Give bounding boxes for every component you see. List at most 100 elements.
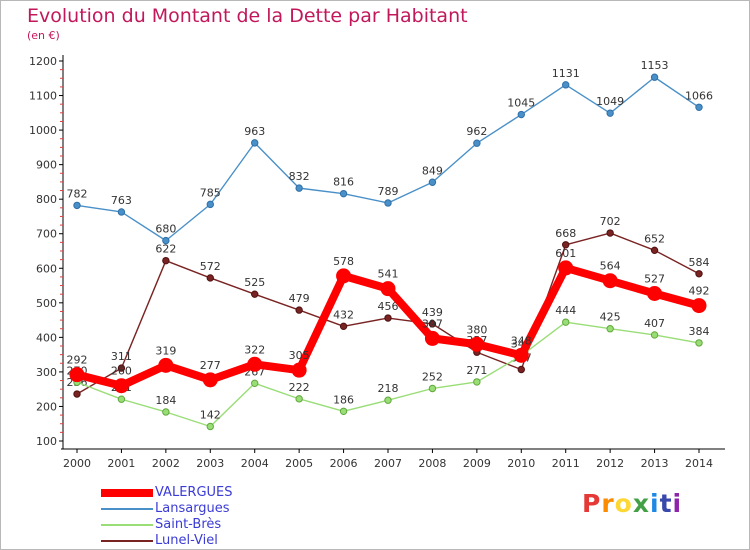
data-point [113, 378, 129, 394]
data-label: 782 [67, 187, 88, 200]
data-label: 456 [378, 300, 399, 313]
data-point [606, 109, 614, 117]
data-point [650, 73, 659, 81]
data-label: 479 [289, 292, 310, 305]
data-label: 601 [555, 247, 576, 260]
data-label: 492 [689, 285, 710, 298]
y-tick-label: 700 [36, 228, 57, 241]
data-point [162, 408, 170, 416]
data-point [202, 372, 218, 388]
data-point [647, 285, 663, 301]
y-tick-label: 300 [36, 366, 57, 379]
data-label: 1131 [552, 67, 580, 80]
data-point [428, 178, 437, 186]
data-label: 222 [289, 381, 310, 394]
x-tick-label: 2001 [107, 457, 135, 470]
data-point [517, 365, 525, 374]
data-point [562, 81, 570, 89]
data-label: 668 [555, 227, 576, 240]
data-point [428, 384, 437, 393]
data-label: 397 [422, 317, 443, 330]
data-label: 305 [289, 349, 310, 362]
y-tick-label: 900 [36, 159, 57, 172]
data-point [384, 314, 392, 322]
data-point [473, 139, 481, 147]
data-label: 348 [511, 334, 532, 347]
logo-letter: i [672, 489, 683, 518]
data-point [251, 139, 259, 147]
data-label: 527 [644, 272, 665, 285]
y-tick-label: 1100 [29, 90, 57, 103]
data-label: 271 [466, 364, 487, 377]
legend-swatch [101, 489, 153, 497]
data-label: 252 [422, 370, 443, 383]
data-label: 407 [644, 317, 665, 330]
logo-letter: r [601, 489, 615, 518]
data-point [117, 208, 126, 216]
data-label: 763 [111, 194, 132, 207]
data-label: 584 [689, 256, 710, 269]
data-label: 277 [200, 359, 221, 372]
data-label: 1066 [685, 89, 713, 102]
y-tick-label: 1000 [29, 124, 57, 137]
legend-label: Lunel-Viel [155, 533, 218, 548]
data-point [380, 281, 396, 297]
data-point [69, 367, 85, 383]
x-tick-label: 2010 [507, 457, 535, 470]
data-point [428, 320, 437, 328]
data-point [339, 407, 348, 415]
series-line-saint-brès [76, 321, 700, 428]
x-tick-label: 2002 [152, 457, 180, 470]
data-point [695, 339, 703, 347]
data-point [295, 306, 303, 314]
data-point [562, 318, 570, 326]
data-point [247, 356, 263, 372]
data-point [117, 364, 126, 372]
data-label: 963 [244, 125, 265, 138]
data-label: 260 [111, 365, 132, 378]
data-label: 572 [200, 260, 221, 273]
data-point [339, 189, 348, 198]
data-point [473, 378, 481, 386]
y-tick-label: 200 [36, 400, 57, 413]
x-tick-label: 2000 [63, 457, 91, 470]
chart-title: Evolution du Montant de la Dette par Hab… [27, 5, 468, 27]
legend-swatch [101, 540, 153, 542]
x-tick-label: 2007 [374, 457, 402, 470]
legend-label: Lansargues [155, 501, 230, 516]
y-tick-label: 500 [36, 297, 57, 310]
data-point [562, 241, 570, 249]
data-label: 680 [155, 223, 176, 236]
logo-letter: o [614, 489, 633, 518]
legend-label: Saint-Brès [155, 517, 222, 532]
x-tick-label: 2009 [463, 457, 491, 470]
proxiti-logo: Proxiti [582, 489, 682, 518]
data-label: 652 [644, 232, 665, 245]
x-tick-label: 2008 [418, 457, 446, 470]
y-tick-label: 1200 [29, 55, 57, 68]
y-tick-label: 600 [36, 262, 57, 275]
data-point [295, 184, 303, 192]
logo-letter: x [632, 489, 650, 518]
data-label: 425 [600, 311, 621, 324]
data-point [606, 325, 614, 333]
data-label: 142 [200, 408, 221, 421]
data-label: 832 [289, 170, 310, 183]
chart-subtitle: (en €) [27, 29, 60, 42]
data-point [384, 396, 392, 404]
data-label: 1049 [596, 95, 624, 108]
data-label: 564 [600, 260, 621, 273]
data-point [650, 246, 659, 255]
data-point [695, 103, 703, 111]
data-point [469, 336, 485, 352]
data-label: 186 [333, 393, 354, 406]
data-point [695, 270, 703, 278]
data-point [606, 229, 614, 237]
data-label: 525 [244, 276, 265, 289]
data-label: 380 [466, 323, 487, 336]
data-point [158, 357, 174, 373]
x-tick-label: 2003 [196, 457, 224, 470]
data-point [339, 322, 348, 331]
